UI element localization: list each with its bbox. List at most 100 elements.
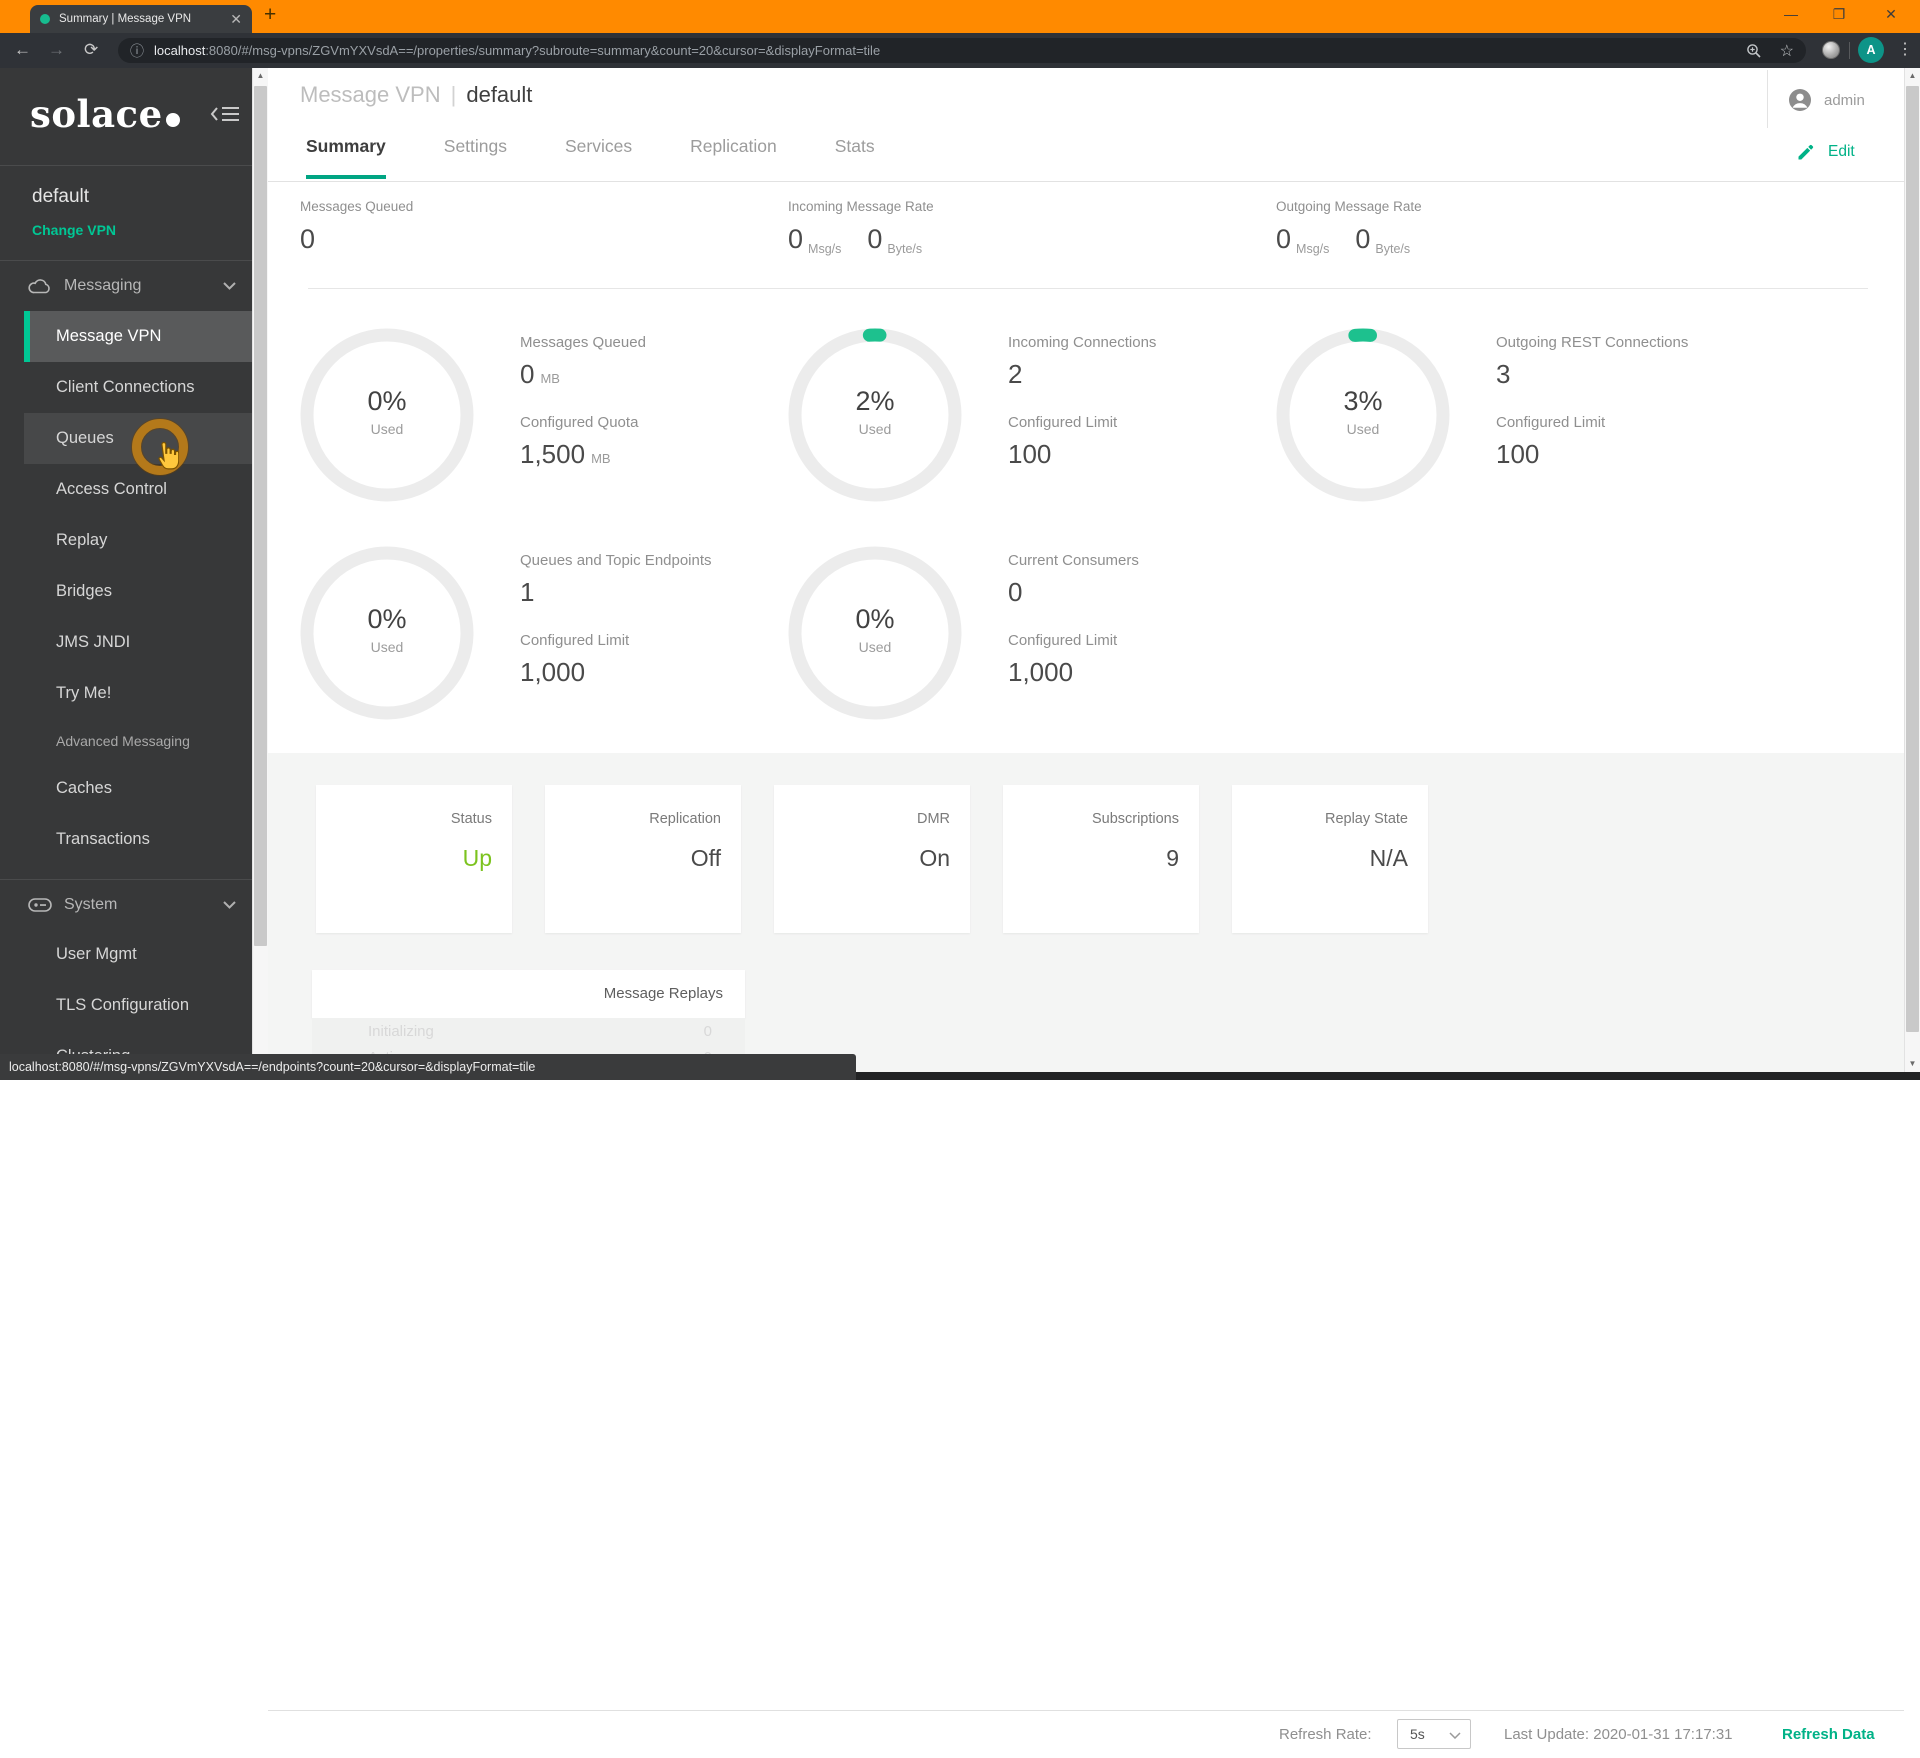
content-scrollbar[interactable]: ▲ ▼ [1904, 68, 1920, 1072]
sidebar-item-label: Caches [56, 779, 112, 797]
sidebar-label-advanced-messaging: Advanced Messaging [0, 719, 252, 763]
user-menu[interactable]: admin [1788, 88, 1865, 112]
gauge-percent: 3% [1343, 386, 1383, 416]
sidebar-item-try-me[interactable]: Try Me! [0, 668, 252, 719]
gauge-label: Messages Queued [520, 334, 646, 351]
refresh-button[interactable]: ⟳ [84, 40, 99, 59]
gauge-incoming-connections: 2% Used Incoming Connections 2 Configure… [788, 328, 1268, 504]
gauge-label: Configured Limit [520, 632, 630, 649]
browser-profile-avatar[interactable]: A [1858, 37, 1884, 63]
sidebar-item-tls-configuration[interactable]: TLS Configuration [0, 980, 252, 1031]
site-info-icon[interactable]: ⓘ [130, 42, 144, 59]
scroll-down-icon[interactable]: ▼ [1908, 1059, 1917, 1068]
collapse-sidebar-button[interactable] [210, 104, 240, 129]
donut-chart [300, 546, 474, 720]
tab-services[interactable]: Services [565, 136, 633, 156]
sidebar-item-caches[interactable]: Caches [0, 763, 252, 814]
window-minimize-button[interactable]: — [1784, 6, 1798, 22]
donut-chart [788, 546, 962, 720]
url-text: localhost:8080/#/msg-vpns/ZGVmYXVsdA==/p… [154, 43, 1736, 58]
solace-logo-dot [165, 113, 180, 127]
sidebar-item-label: Try Me! [56, 684, 112, 702]
gauge-value: 100 [1008, 439, 1052, 469]
browser-tab[interactable]: Summary | Message VPN ✕ [30, 5, 252, 33]
tab-favicon-icon [40, 14, 50, 24]
browser-toolbar: ← → ⟳ ⓘ localhost:8080/#/msg-vpns/ZGVmYX… [0, 33, 1920, 68]
last-update: Last Update: 2020-01-31 17:17:31 [1504, 1726, 1733, 1743]
gauge-label: Configured Limit [1496, 414, 1606, 431]
sidebar-item-label: Bridges [56, 582, 112, 600]
browser-menu-icon[interactable]: ⋮ [1897, 41, 1913, 58]
gauge-percent: 0% [367, 604, 407, 634]
gauge-value: 0 [1008, 577, 1023, 607]
nav-section-messaging[interactable]: Messaging [0, 261, 252, 311]
metric-label: Outgoing Message Rate [1276, 199, 1422, 214]
gauge-details: Queues and Topic Endpoints 1 Configured … [520, 552, 780, 688]
window-close-button[interactable]: ✕ [1885, 6, 1897, 22]
sidebar-item-queues[interactable]: Queues [0, 413, 252, 464]
dmr-card: DMR On [774, 785, 970, 933]
chevron-down-icon [223, 901, 236, 909]
sidebar-item-label: Advanced Messaging [56, 733, 190, 749]
click-indicator-ring [132, 419, 188, 475]
tab-replication[interactable]: Replication [690, 136, 777, 156]
extension-icon[interactable] [1822, 41, 1840, 59]
sidebar-item-client-connections[interactable]: Client Connections [0, 362, 252, 413]
page-title: Message VPN | default [300, 82, 532, 108]
address-bar[interactable]: ⓘ localhost:8080/#/msg-vpns/ZGVmYXVsdA==… [118, 38, 1806, 63]
gauge-current-consumers: 0% Used Current Consumers 0 Configured L… [788, 546, 1268, 722]
metric-label: Incoming Message Rate [788, 199, 934, 214]
refresh-rate-select[interactable]: 5s [1397, 1719, 1471, 1749]
status-section: Status Up Replication Off DMR On Subscri… [268, 753, 1904, 1758]
refresh-data-link[interactable]: Refresh Data [1782, 1726, 1875, 1743]
refresh-bar: Refresh Rate: 5s Last Update: 2020-01-31… [268, 1710, 1904, 1758]
system-icon [28, 897, 52, 912]
tab-stats[interactable]: Stats [834, 136, 875, 156]
sidebar-item-replay[interactable]: Replay [0, 515, 252, 566]
browser-tab-strip: Summary | Message VPN ✕ + — ❐ ✕ [0, 0, 1920, 33]
nav-section-system[interactable]: System [0, 879, 252, 929]
bookmark-star-icon[interactable]: ☆ [1779, 42, 1794, 60]
gauge-value: 0 MB [520, 359, 560, 389]
sidebar-item-transactions[interactable]: Transactions [0, 814, 252, 865]
sidebar-item-label: Queues [56, 429, 114, 447]
gauge-percent: 2% [855, 386, 895, 416]
card-label: Subscriptions [1091, 811, 1179, 827]
metric-outgoing-rate: Outgoing Message Rate 0 Msg/s 0 Byte/s [1276, 199, 1436, 256]
sidebar-item-bridges[interactable]: Bridges [0, 566, 252, 617]
scroll-up-icon[interactable]: ▲ [1908, 71, 1917, 80]
gauge-percent: 0% [855, 604, 895, 634]
metric-unit: Msg/s [808, 242, 842, 256]
window-maximize-button[interactable]: ❐ [1832, 6, 1846, 22]
status-card: Status Up [316, 785, 512, 933]
scroll-up-icon[interactable]: ▲ [256, 71, 265, 80]
change-vpn-link[interactable]: Change VPN [32, 222, 117, 238]
edit-button[interactable]: Edit [1796, 142, 1855, 162]
content-scrollbar-thumb[interactable] [1906, 86, 1919, 1032]
sidebar-item-jms-jndi[interactable]: JMS JNDI [0, 617, 252, 668]
metric-value: 0 [300, 224, 316, 254]
gauge-unit: MB [540, 371, 560, 386]
sidebar-scrollbar-thumb[interactable] [254, 86, 267, 946]
sidebar-item-label: TLS Configuration [56, 996, 189, 1014]
gauge-used-label: Used [858, 421, 892, 437]
gauge-messages-queued: 0% Used Messages Queued 0 MB Configured Q… [300, 328, 780, 504]
tab-summary[interactable]: Summary [306, 136, 386, 179]
gauge-value: 1,500 MB [520, 439, 611, 469]
url-host: localhost [154, 43, 206, 58]
sidebar-scrollbar[interactable]: ▲ [252, 68, 268, 1080]
replay-state-card: Replay State N/A [1232, 785, 1428, 933]
chevron-down-icon [223, 282, 236, 290]
gauge-details: Current Consumers 0 Configured Limit 1,0… [1008, 552, 1268, 688]
new-tab-button[interactable]: + [264, 3, 277, 26]
zoom-icon[interactable] [1746, 43, 1762, 59]
page-title-section: Message VPN [300, 82, 441, 107]
sidebar-item-user-mgmt[interactable]: User Mgmt [0, 929, 252, 980]
sidebar-item-access-control[interactable]: Access Control [0, 464, 252, 515]
sidebar-item-message-vpn[interactable]: Message VPN [0, 311, 252, 362]
forward-button[interactable]: → [48, 40, 65, 59]
tab-close-button[interactable]: ✕ [230, 11, 242, 27]
tab-settings[interactable]: Settings [443, 136, 507, 156]
sidebar-item-label: Client Connections [56, 378, 195, 396]
back-button[interactable]: ← [14, 40, 31, 59]
